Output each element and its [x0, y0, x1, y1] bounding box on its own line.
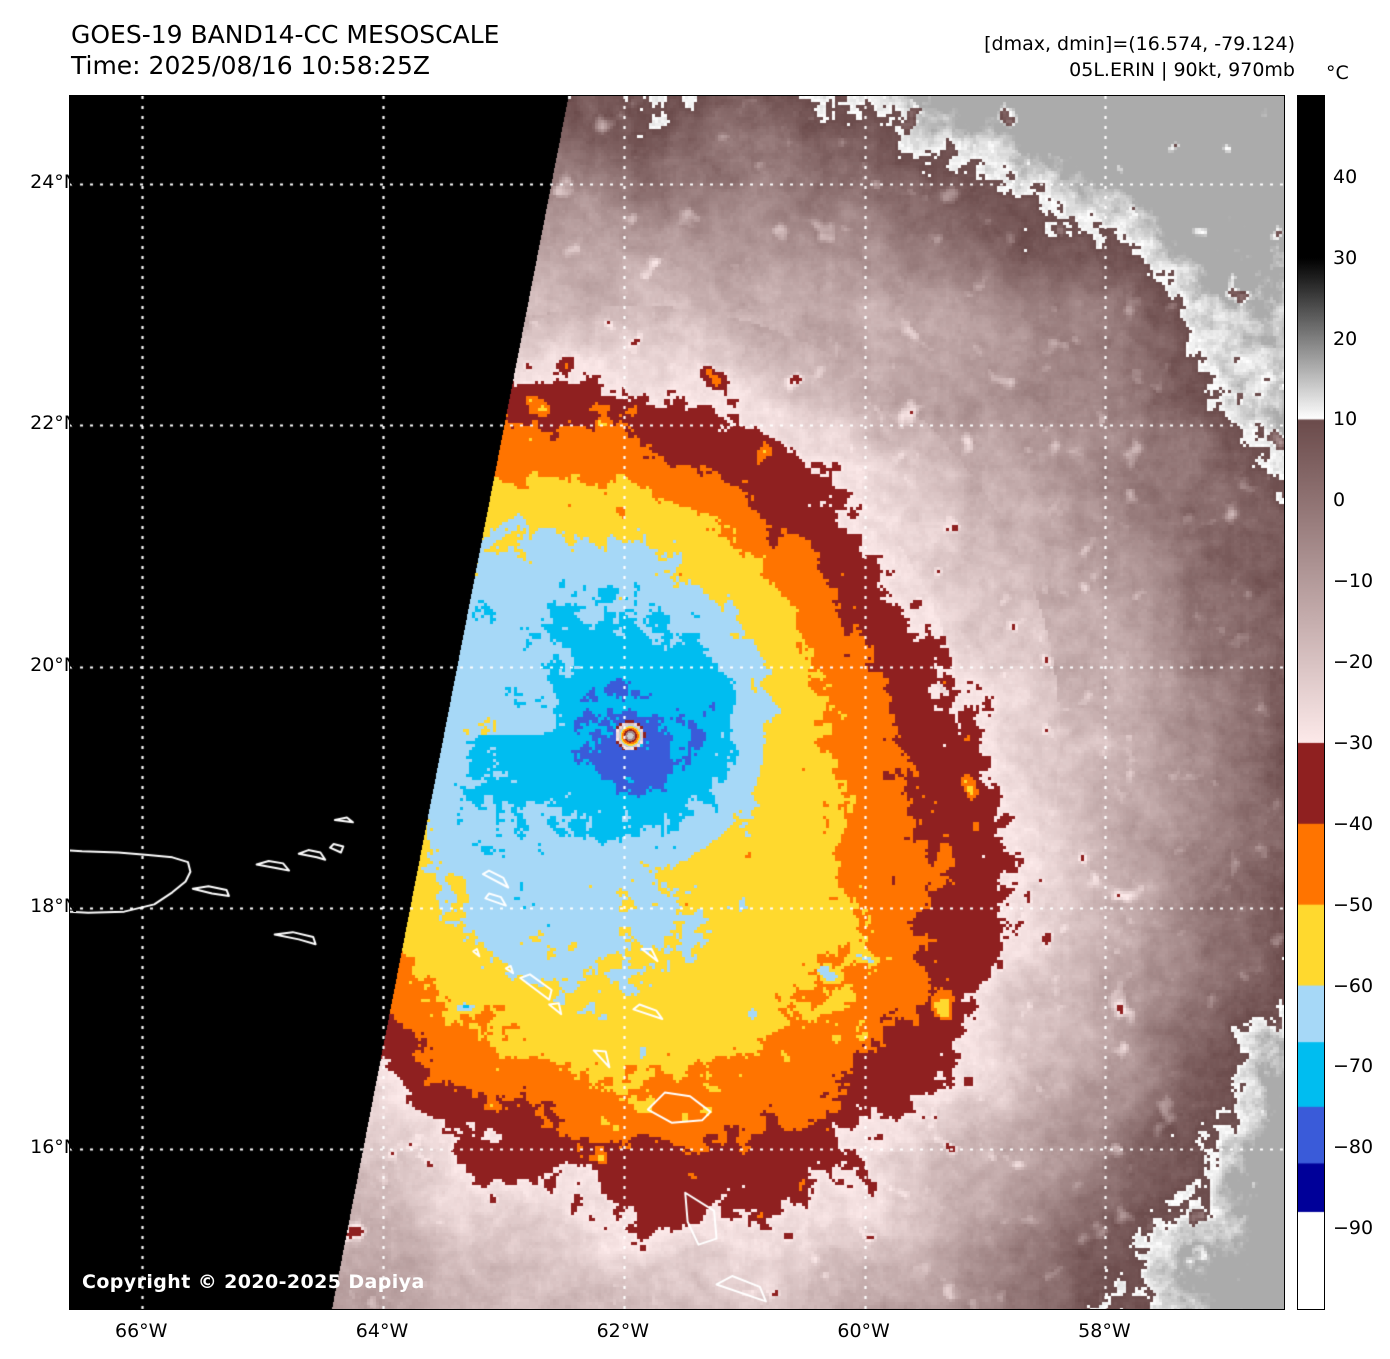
y-axis-tick-label: 20°N — [30, 653, 78, 676]
colorbar-tick-label: 20 — [1333, 327, 1358, 350]
x-axis-tick-label: 64°W — [355, 1320, 409, 1342]
colorbar-tick-label: −30 — [1333, 731, 1374, 754]
colorbar-tick-label: 10 — [1333, 408, 1358, 431]
y-axis-tick-label: 24°N — [30, 171, 78, 194]
y-axis-tick-label: 16°N — [30, 1136, 78, 1159]
dmax-dmin-label: [dmax, dmin]=(16.574, -79.124) — [984, 33, 1295, 55]
page-title: GOES-19 BAND14-CC MESOSCALE — [71, 20, 500, 49]
lat-lon-grid-overlay — [70, 96, 1284, 1309]
x-axis-tick-label: 62°W — [596, 1320, 650, 1342]
y-axis-tick-label: 22°N — [30, 412, 78, 435]
colorbar-tick-label: −90 — [1333, 1217, 1374, 1240]
x-axis-tick-label: 60°W — [837, 1320, 890, 1342]
colorbar-tick-label: −80 — [1333, 1136, 1374, 1159]
colorbar-tick-label: −20 — [1333, 651, 1374, 674]
colorbar-unit-label: °C — [1326, 62, 1349, 84]
timestamp-label: Time: 2025/08/16 10:58:25Z — [71, 51, 430, 80]
x-axis-tick-label: 58°W — [1078, 1320, 1131, 1342]
x-axis-tick-label: 66°W — [115, 1320, 168, 1342]
colorbar-tick-label: 30 — [1333, 246, 1358, 269]
colorbar-tick-label: −10 — [1333, 570, 1374, 593]
colorbar-tick-label: 40 — [1333, 165, 1358, 188]
storm-info-label: 05L.ERIN | 90kt, 970mb — [1069, 59, 1295, 81]
satellite-plot-area: Copyright © 2020-2025 Dapiya — [69, 95, 1285, 1310]
colorbar-tick-label: −40 — [1333, 812, 1374, 835]
colorbar — [1297, 95, 1325, 1310]
y-axis-tick-label: 18°N — [30, 895, 78, 917]
colorbar-tick-label: −60 — [1333, 974, 1374, 997]
copyright-label: Copyright © 2020-2025 Dapiya — [82, 1271, 425, 1293]
colorbar-tick-label: −70 — [1333, 1055, 1374, 1078]
colorbar-gradient — [1298, 96, 1324, 1309]
colorbar-tick-label: −50 — [1333, 893, 1374, 916]
colorbar-tick-label: 0 — [1333, 489, 1346, 512]
